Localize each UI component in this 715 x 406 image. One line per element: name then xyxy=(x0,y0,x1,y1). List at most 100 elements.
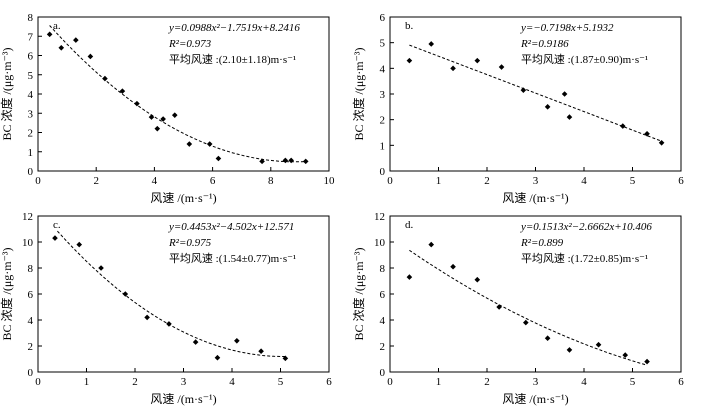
x-tick-label: 6 xyxy=(326,376,332,388)
data-point xyxy=(214,354,221,361)
data-point xyxy=(46,31,53,38)
data-point xyxy=(192,339,199,345)
y-tick-label: 12 xyxy=(22,211,33,223)
data-point xyxy=(215,155,222,162)
y-tick-label: 2 xyxy=(28,128,34,140)
data-point xyxy=(206,141,213,147)
y-tick-label: 2 xyxy=(380,341,386,353)
data-point xyxy=(144,314,150,321)
x-tick-label: 0 xyxy=(35,175,41,187)
y-tick-label: 8 xyxy=(28,263,34,275)
data-point xyxy=(119,88,126,94)
y-tick-label: 12 xyxy=(374,211,385,223)
y-tick-label: 7 xyxy=(28,31,34,43)
x-tick-label: 6 xyxy=(678,376,684,388)
y-tick-label: 4 xyxy=(28,89,34,101)
data-point xyxy=(148,114,155,120)
data-point xyxy=(520,87,527,93)
data-point xyxy=(544,104,551,110)
data-point xyxy=(52,235,58,241)
data-point xyxy=(154,125,161,132)
x-tick-label: 2 xyxy=(132,376,138,388)
y-tick-label: 1 xyxy=(28,147,34,159)
x-axis-title: 风速 /(m·s⁻¹) xyxy=(502,191,568,205)
y-tick-label: 6 xyxy=(28,51,34,63)
x-tick-label: 2 xyxy=(484,175,490,187)
panel-label: c. xyxy=(53,219,61,231)
data-point xyxy=(406,274,413,280)
y-tick-label: 5 xyxy=(28,70,34,82)
data-point xyxy=(166,321,172,327)
fit-line xyxy=(57,230,286,357)
data-point xyxy=(544,335,551,341)
data-point xyxy=(73,37,79,43)
x-tick-label: 1 xyxy=(436,175,442,187)
chart-panel-2: 0 1 2 3 4 5 6 0 1 2 3 4 5 6 风速 /(m·s⁻¹) BC 浓度 /(μg·m⁻³)… xyxy=(351,12,684,205)
y-tick-label: 4 xyxy=(380,315,386,327)
data-point xyxy=(258,348,264,354)
mean-wind-speed: 平均风速 :(1.54±0.77)m·s⁻¹ xyxy=(169,252,296,265)
data-point xyxy=(122,291,129,297)
data-point xyxy=(474,57,481,64)
mean-wind-speed: 平均风速 :(1.72±0.85)m·s⁻¹ xyxy=(521,252,648,265)
x-axis-title: 风速 /(m·s⁻¹) xyxy=(150,392,216,406)
x-tick-label: 3 xyxy=(181,376,187,388)
y-tick-label: 4 xyxy=(380,63,386,75)
data-point xyxy=(282,157,289,164)
y-tick-label: 0 xyxy=(380,367,386,379)
r-squared: R²=0.9186 xyxy=(520,38,569,50)
data-point xyxy=(523,319,529,326)
data-point xyxy=(102,75,108,82)
x-tick-label: 2 xyxy=(93,175,99,187)
data-point xyxy=(474,276,481,283)
data-point xyxy=(186,141,193,147)
data-point xyxy=(620,123,626,129)
panel-label: a. xyxy=(53,20,61,32)
data-point xyxy=(595,341,602,348)
panel-label: b. xyxy=(405,20,414,32)
data-point xyxy=(561,91,568,97)
y-tick-label: 6 xyxy=(380,289,386,301)
y-axis-title: BC 浓度 /(μg·m⁻³) xyxy=(351,47,366,140)
panel-label: d. xyxy=(405,219,414,231)
r-squared: R²=0.899 xyxy=(520,237,564,249)
y-axis-title: BC 浓度 /(μg·m⁻³) xyxy=(0,47,14,140)
data-point xyxy=(58,45,65,51)
y-tick-label: 4 xyxy=(28,315,34,327)
data-point xyxy=(644,358,650,365)
data-point xyxy=(76,241,83,248)
y-tick-label: 8 xyxy=(28,12,34,24)
data-point xyxy=(288,157,294,164)
x-tick-label: 5 xyxy=(630,175,636,187)
x-tick-label: 10 xyxy=(324,175,336,187)
data-point xyxy=(428,241,435,248)
y-tick-label: 1 xyxy=(380,140,386,152)
y-tick-label: 6 xyxy=(380,12,386,24)
mean-wind-speed: 平均风速 :(1.87±0.90)m·s⁻¹ xyxy=(521,53,648,66)
r-squared: R²=0.975 xyxy=(168,237,212,249)
fit-equation: y=0.1513x²−2.6662x+10.406 xyxy=(520,221,652,233)
data-point xyxy=(87,53,94,60)
fit-line xyxy=(49,25,306,163)
x-axis-title: 风速 /(m·s⁻¹) xyxy=(150,191,216,205)
r-squared: R²=0.973 xyxy=(168,38,212,50)
y-tick-label: 6 xyxy=(28,289,34,301)
x-tick-label: 3 xyxy=(533,175,539,187)
chart-panel-1: 0 2 4 6 8 10 0 1 2 3 4 5 6 7 8 风速 /(m·s⁻¹) BC 浓度 /(μg·m⁻… xyxy=(0,12,335,205)
y-tick-label: 3 xyxy=(380,89,386,101)
x-tick-label: 1 xyxy=(436,376,442,388)
x-axis-title: 风速 /(m·s⁻¹) xyxy=(502,392,568,406)
x-tick-label: 2 xyxy=(484,376,490,388)
x-tick-label: 3 xyxy=(533,376,539,388)
y-tick-label: 3 xyxy=(28,108,34,120)
data-point xyxy=(566,114,573,120)
x-tick-label: 0 xyxy=(387,175,393,187)
y-tick-label: 0 xyxy=(380,166,386,178)
data-point xyxy=(450,263,456,270)
y-tick-label: 5 xyxy=(380,38,386,50)
y-tick-label: 0 xyxy=(28,367,34,379)
x-tick-label: 0 xyxy=(35,376,41,388)
x-tick-label: 4 xyxy=(581,376,587,388)
